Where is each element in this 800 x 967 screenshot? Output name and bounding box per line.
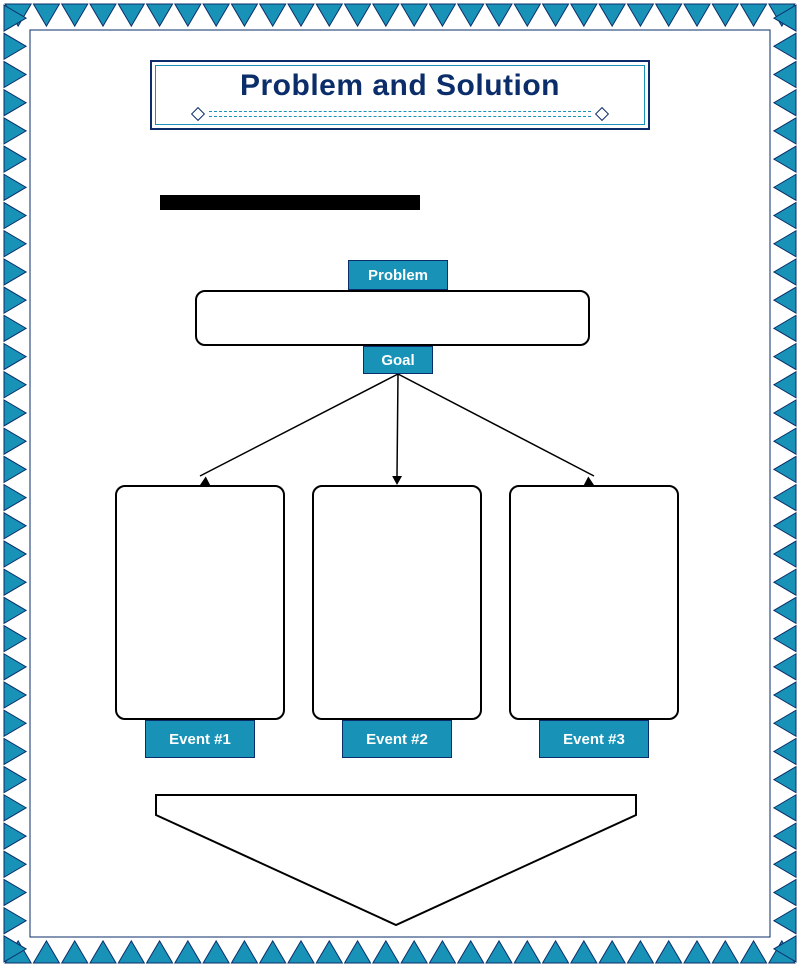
event-2-label: Event #2 [342,720,452,758]
page-root: Problem and Solution Problem Goal Event … [0,0,800,967]
goal-label: Goal [363,346,433,374]
event-1-label: Event #1 [145,720,255,758]
title-divider [187,107,614,121]
event-3-label-text: Event #3 [563,731,625,748]
event-1-label-text: Event #1 [169,731,231,748]
event-box-3 [509,485,679,720]
black-underline [160,195,420,210]
triangle-border [0,0,800,967]
event-3-label: Event #3 [539,720,649,758]
problem-label-text: Problem [368,267,428,284]
goal-label-text: Goal [381,352,414,369]
event-box-2 [312,485,482,720]
problem-label: Problem [348,260,448,290]
diamond-icon [191,107,205,121]
problem-box [195,290,590,346]
divider-line [209,111,592,117]
title-text: Problem and Solution [240,69,560,103]
diamond-icon [595,107,609,121]
event-2-label-text: Event #2 [366,731,428,748]
title-banner: Problem and Solution [150,60,650,130]
event-box-1 [115,485,285,720]
